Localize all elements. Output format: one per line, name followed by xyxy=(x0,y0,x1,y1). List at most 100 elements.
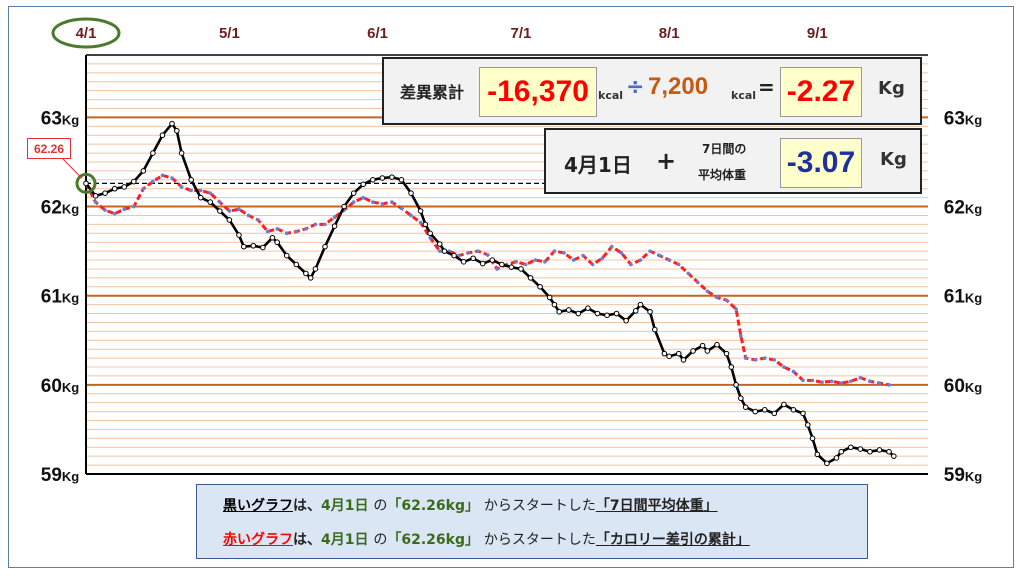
legend-no-2: の xyxy=(373,532,388,548)
black-series-point xyxy=(738,395,744,402)
red-series-point xyxy=(246,213,251,218)
red-series-point xyxy=(533,258,538,262)
red-series-point xyxy=(829,379,834,384)
red-series-point xyxy=(218,200,222,204)
black-series-point xyxy=(360,181,367,188)
red-series-point xyxy=(782,365,786,369)
red-series-point xyxy=(562,251,566,255)
red-series-point xyxy=(208,191,213,195)
red-series-point xyxy=(304,227,308,231)
red-series-point xyxy=(132,204,136,209)
red-series-point xyxy=(849,379,853,384)
black-series-point xyxy=(690,348,696,354)
black-series-point xyxy=(111,185,118,192)
black-series-point xyxy=(527,275,534,281)
red-series-point xyxy=(294,229,299,234)
red-series-point xyxy=(198,188,203,193)
y-tick-label-right: 61Kg xyxy=(944,287,983,308)
red-series-point xyxy=(390,200,394,204)
black-series-point xyxy=(269,234,276,241)
y-tick-label-right: 60Kg xyxy=(944,376,983,397)
black-series-point xyxy=(479,260,486,267)
y-tick-label-left: 63Kg xyxy=(41,108,80,129)
red-series-point xyxy=(801,378,805,383)
black-series-point xyxy=(867,448,873,455)
black-series-point xyxy=(613,310,620,317)
black-series-point xyxy=(188,177,194,183)
red-series-point xyxy=(371,200,375,204)
red-series-point xyxy=(323,222,327,227)
black-series-point xyxy=(833,455,840,461)
black-series-point xyxy=(283,252,290,259)
kcal-unit-2: kcal xyxy=(731,89,757,102)
red-series-point xyxy=(676,262,681,267)
red-series-point xyxy=(437,249,442,253)
black-series-point xyxy=(857,446,864,452)
black-series-point xyxy=(761,407,768,413)
red-series-point xyxy=(739,334,743,338)
black-series-point xyxy=(781,401,787,408)
black-series-point xyxy=(546,294,553,301)
black-series-point xyxy=(322,243,328,250)
black-series-point xyxy=(350,190,357,196)
black-series-point xyxy=(341,203,347,210)
black-series-point xyxy=(370,177,376,183)
red-series-point xyxy=(227,209,232,213)
red-series-point xyxy=(581,253,585,258)
y-tick-label-right: 59Kg xyxy=(944,465,983,486)
black-series-point xyxy=(537,283,543,290)
red-graph-label: 赤いグラフ xyxy=(223,532,293,548)
black-series-point xyxy=(675,350,682,357)
y-tick-label-right: 62Kg xyxy=(944,198,983,219)
red-series-point xyxy=(619,251,624,255)
black-series-point xyxy=(632,308,639,314)
first-month-highlight xyxy=(51,17,121,49)
deficit-value: -16,370 xyxy=(479,67,597,117)
red-series-point xyxy=(868,379,872,384)
black-series-point xyxy=(556,308,563,315)
black-series-point xyxy=(680,357,687,363)
black-series-point xyxy=(733,382,739,388)
black-series-point xyxy=(790,407,797,413)
red-series-point xyxy=(485,252,490,257)
start-callout-connector xyxy=(61,157,83,179)
black-series-point xyxy=(441,248,448,254)
legend-no-1: の xyxy=(373,498,388,514)
red-series-point xyxy=(686,271,691,276)
red-series-point xyxy=(495,267,499,271)
black-series-point xyxy=(379,175,386,181)
x-tick-label: 5/1 xyxy=(219,25,240,42)
red-series-point xyxy=(122,207,127,212)
red-series-point xyxy=(705,289,710,294)
red-series-point xyxy=(638,258,643,262)
y-tick-label-left: 62Kg xyxy=(41,198,80,219)
black-series-point xyxy=(891,453,897,459)
black-series-point xyxy=(240,243,247,250)
red-series-point xyxy=(590,262,595,267)
black-series-point xyxy=(814,451,821,458)
red-series-point xyxy=(543,260,547,264)
red-series-point xyxy=(476,249,480,253)
black-series-point xyxy=(800,410,806,417)
black-series-point xyxy=(436,241,443,247)
start-date-box: 4月1日 + 7日間の 平均体重 -3.07 Kg xyxy=(544,128,922,194)
red-series-point xyxy=(103,208,107,212)
black-series-point xyxy=(398,177,405,183)
red-series-point xyxy=(189,188,193,193)
legend-row-black: 黒いグラフは、4月1日 の「62.26kg」 からスタートした「7日間平均体重」 xyxy=(223,495,718,515)
legend-from-2: からスタートした xyxy=(483,532,596,548)
black-series-point xyxy=(699,342,706,349)
black-series-point xyxy=(518,266,524,272)
black-series-point xyxy=(508,264,515,270)
black-series-point xyxy=(274,239,281,246)
plus-symbol: + xyxy=(656,147,677,175)
red-series-point xyxy=(428,235,432,240)
legend-row-red: 赤いグラフは、4月1日 の「62.26kg」 からスタートした「カロリー差引の累… xyxy=(223,529,750,549)
black-series-point xyxy=(422,221,429,228)
black-series-point xyxy=(236,232,242,238)
red-series-point xyxy=(151,179,155,184)
result-value-text: -2.27 xyxy=(786,75,856,108)
seven-day-label-1: 7日間の xyxy=(702,142,747,156)
black-series-point xyxy=(174,127,180,134)
black-series-point xyxy=(470,255,476,262)
